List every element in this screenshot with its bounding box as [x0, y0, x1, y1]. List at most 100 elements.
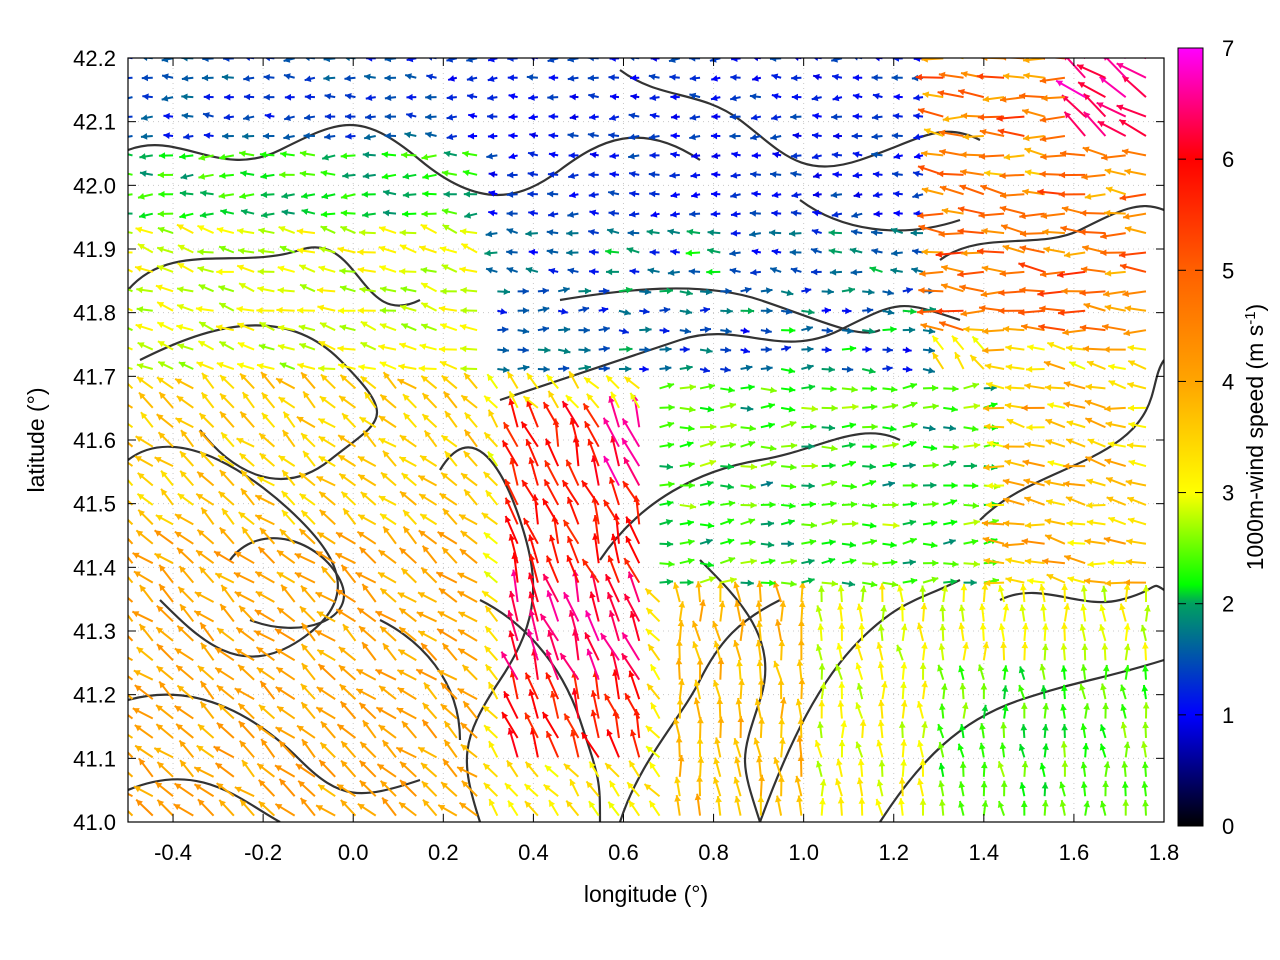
- wind-arrow: [299, 605, 316, 623]
- wind-arrow: [132, 707, 154, 720]
- wind-arrow: [998, 307, 1025, 315]
- wind-arrow: [128, 268, 133, 273]
- x-tick-label: -0.4: [154, 840, 192, 865]
- wind-arrow: [506, 266, 518, 274]
- wind-arrow: [261, 412, 276, 428]
- wind-arrow: [797, 639, 805, 661]
- wind-arrow: [841, 541, 857, 549]
- wind-arrow: [379, 587, 397, 603]
- wind-arrow: [381, 173, 397, 180]
- wind-arrow: [610, 435, 620, 467]
- wind-arrow: [442, 224, 458, 234]
- wind-arrow: [699, 326, 712, 334]
- wind-arrow: [135, 435, 154, 448]
- wind-arrow: [891, 170, 903, 178]
- wind-arrow: [639, 365, 649, 373]
- wind-arrow: [882, 501, 899, 509]
- wind-arrow: [336, 723, 357, 739]
- wind-arrow: [837, 585, 845, 603]
- wind-arrow: [319, 321, 336, 332]
- wind-arrow: [181, 93, 194, 101]
- wind-arrow: [193, 610, 215, 623]
- wind-arrow: [569, 778, 580, 797]
- wind-arrow: [402, 525, 418, 545]
- wind-arrow: [276, 606, 296, 623]
- wind-arrow: [1100, 232, 1126, 240]
- wind-arrow: [178, 361, 194, 370]
- wind-arrow: [402, 172, 417, 180]
- wind-arrow: [578, 306, 590, 313]
- wind-arrow: [507, 800, 519, 817]
- wind-arrow: [301, 662, 316, 681]
- wind-arrow: [340, 193, 356, 200]
- wind-arrow: [356, 530, 377, 545]
- wind-arrow: [710, 190, 721, 198]
- wind-arrow: [398, 801, 417, 817]
- wind-arrow: [733, 581, 742, 603]
- wind-arrow: [522, 395, 539, 409]
- wind-arrow: [629, 210, 640, 218]
- wind-arrow: [323, 58, 336, 63]
- wind-arrow: [835, 778, 843, 797]
- wind-arrow: [128, 634, 134, 642]
- wind-arrow: [922, 444, 938, 452]
- wind-arrow: [463, 488, 478, 506]
- wind-arrow: [900, 681, 907, 700]
- wind-arrow: [771, 248, 782, 256]
- wind-arrow: [753, 737, 762, 758]
- wind-arrow: [670, 210, 680, 218]
- wind-arrow: [882, 480, 896, 488]
- wind-arrow: [438, 305, 457, 313]
- wind-arrow: [133, 570, 154, 584]
- wind-arrow: [375, 610, 397, 623]
- wind-arrow: [128, 96, 133, 102]
- wind-arrow: [547, 390, 560, 409]
- wind-arrow: [420, 266, 437, 274]
- wind-arrow: [358, 702, 377, 720]
- wind-arrow: [304, 75, 316, 83]
- wind-arrow: [133, 669, 154, 681]
- wind-arrow: [931, 351, 945, 370]
- wind-arrow: [958, 781, 966, 797]
- wind-arrow: [982, 347, 1005, 354]
- wind-arrow: [969, 354, 985, 370]
- wind-arrow: [881, 681, 888, 700]
- wind-arrow: [238, 740, 255, 759]
- wind-arrow: [482, 471, 499, 487]
- wind-arrow: [397, 591, 417, 603]
- wind-arrow: [581, 558, 600, 584]
- wind-arrow: [754, 698, 762, 719]
- wind-arrow: [506, 759, 519, 778]
- wind-arrow: [942, 115, 964, 123]
- wind-arrow: [1003, 153, 1025, 161]
- wind-arrow: [157, 360, 174, 370]
- wind-arrow: [978, 742, 986, 758]
- wind-arrow: [460, 743, 478, 759]
- wind-arrow: [1044, 384, 1065, 391]
- y-tick-label: 41.8: [73, 301, 116, 326]
- wind-arrow: [566, 554, 580, 583]
- wind-arrow: [900, 700, 908, 719]
- x-tick-label: 0.0: [338, 840, 369, 865]
- wind-arrow: [963, 442, 981, 449]
- wind-arrow: [506, 228, 518, 235]
- wind-arrow: [550, 690, 560, 719]
- wind-arrow: [951, 335, 965, 351]
- wind-arrow: [1060, 665, 1068, 680]
- wind-arrow: [156, 643, 174, 661]
- wind-arrow: [580, 731, 600, 758]
- wind-arrow: [921, 642, 928, 661]
- wind-arrow: [811, 94, 822, 102]
- wind-arrow: [418, 365, 437, 372]
- wind-arrow: [604, 762, 620, 778]
- wind-arrow: [259, 680, 276, 700]
- wind-arrow: [457, 628, 478, 642]
- wind-arrow: [297, 362, 316, 370]
- x-tick-label: 1.6: [1059, 840, 1090, 865]
- wind-arrow: [1024, 558, 1045, 565]
- wind-arrow: [1005, 344, 1025, 352]
- wind-arrow: [923, 128, 944, 137]
- wind-arrow: [384, 113, 397, 120]
- wind-arrow: [679, 364, 693, 372]
- wind-arrow: [1103, 209, 1126, 217]
